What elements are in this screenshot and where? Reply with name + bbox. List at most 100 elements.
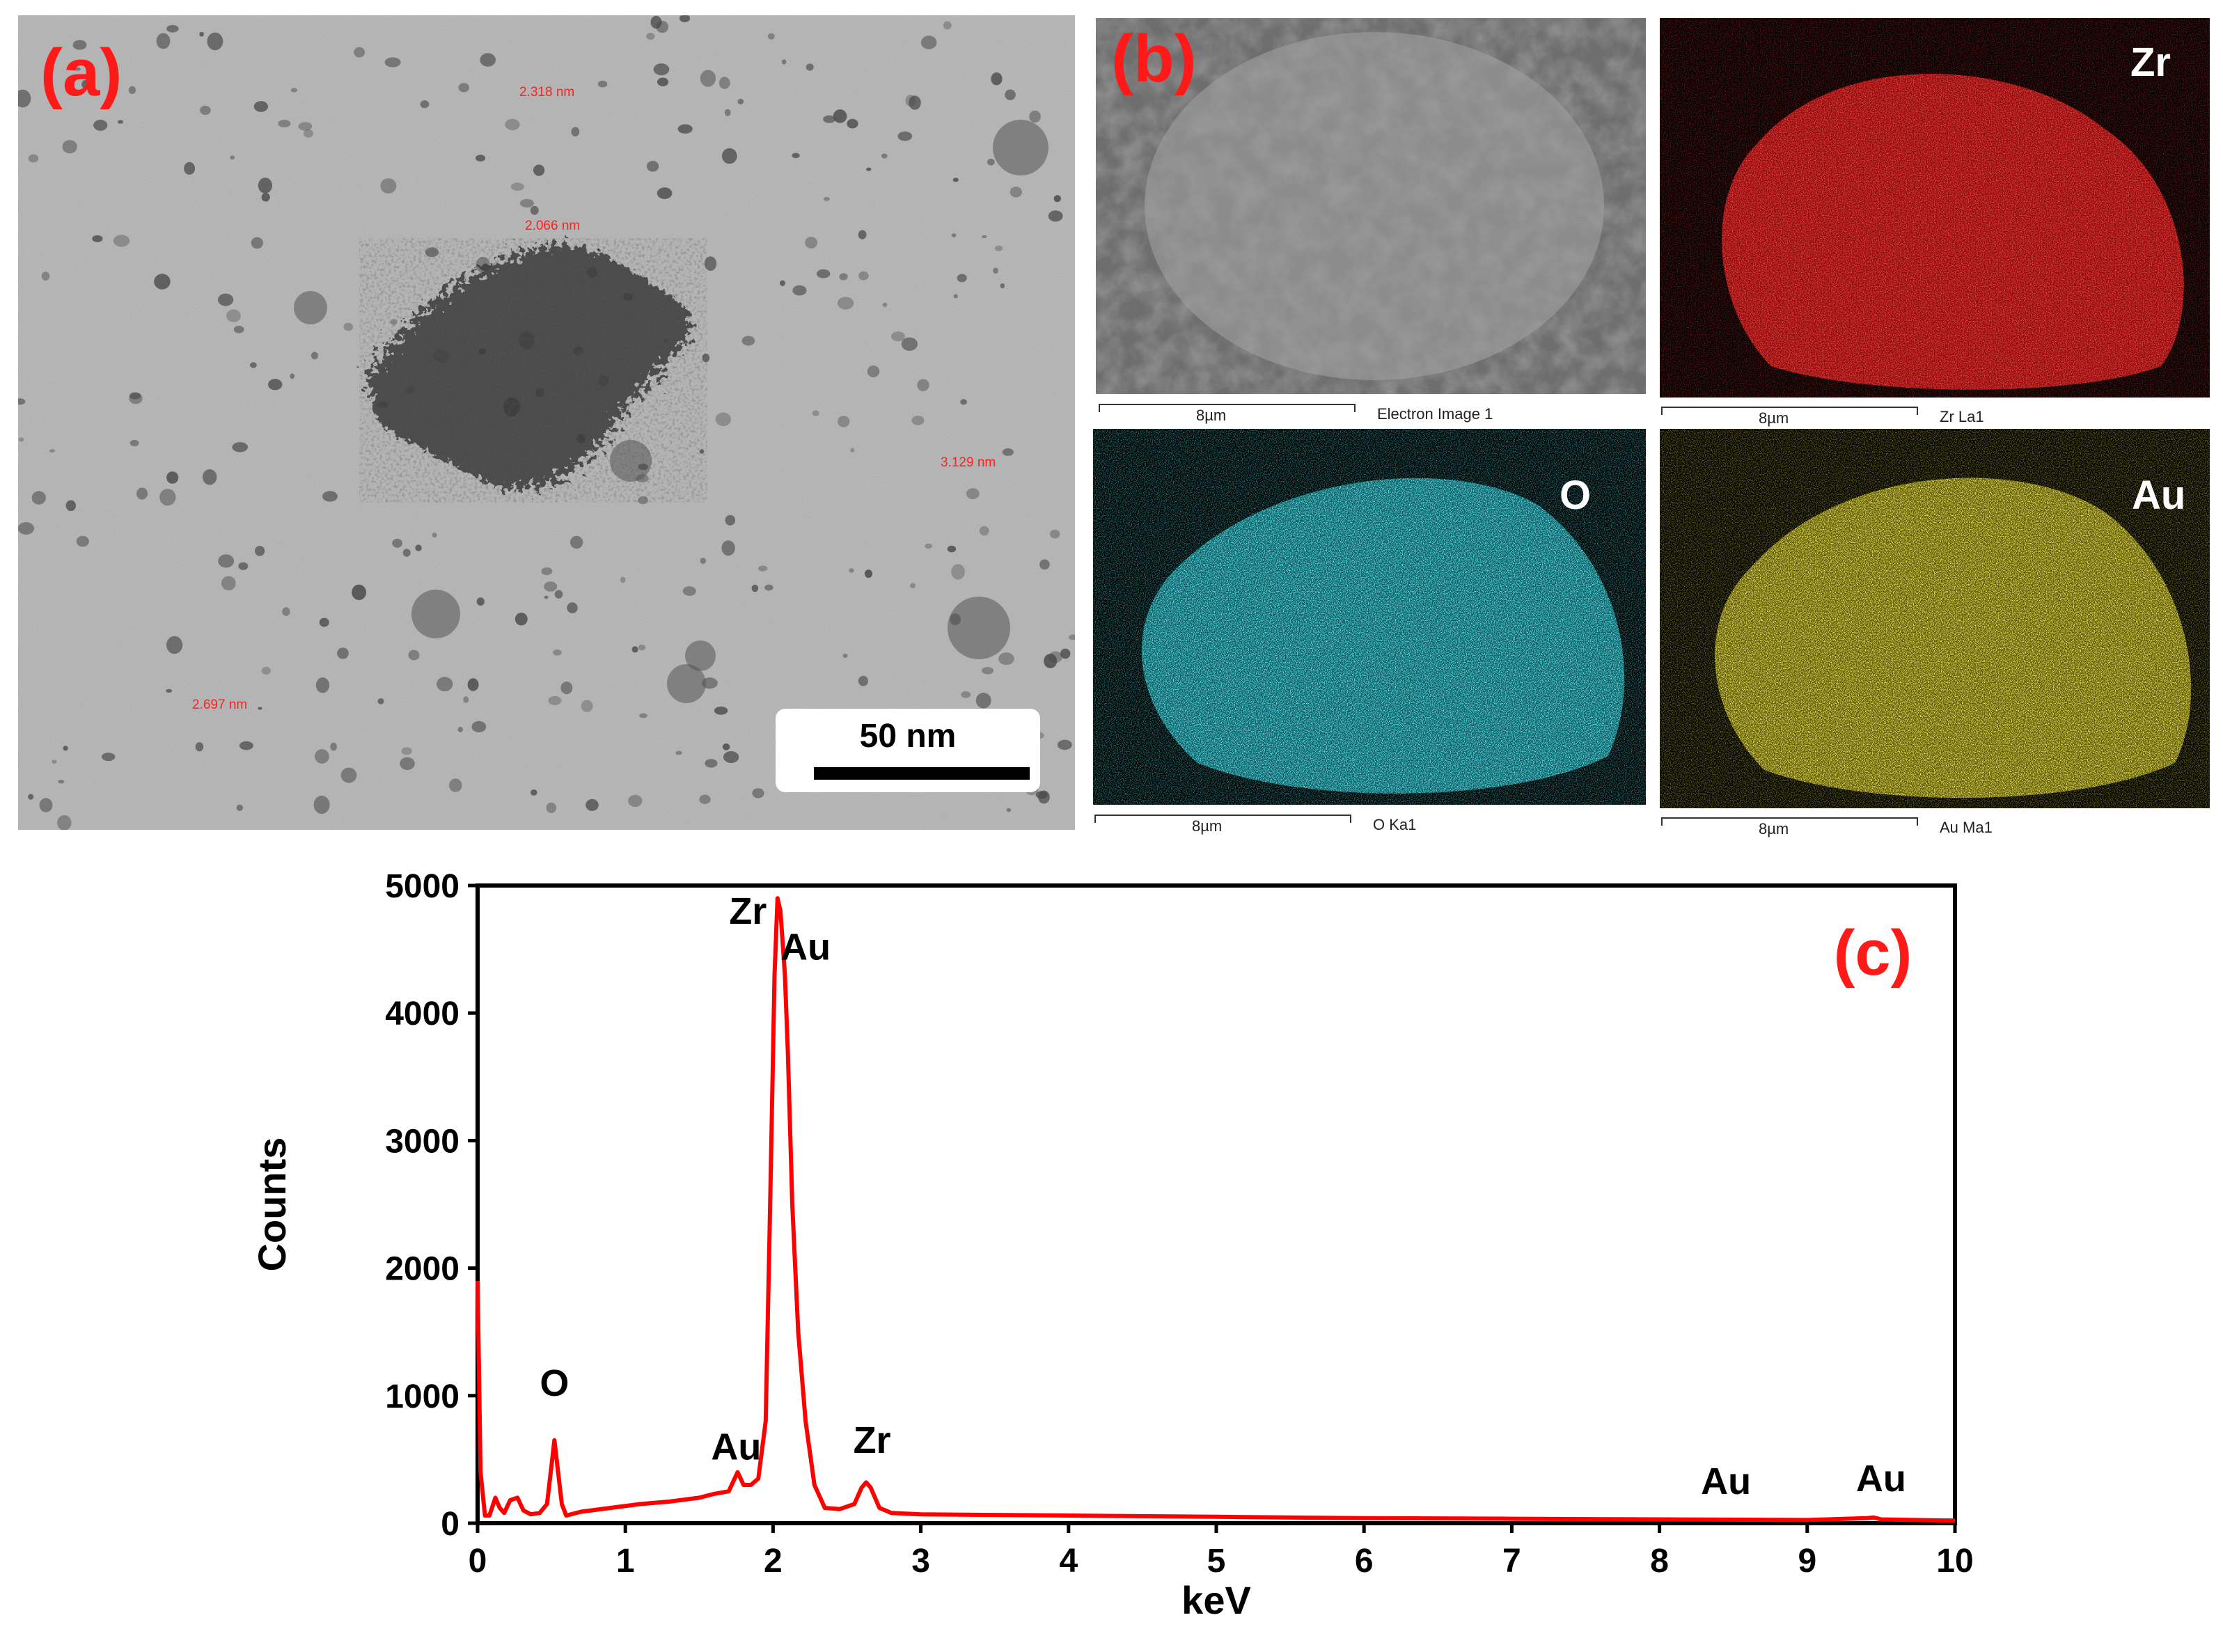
electron-image-tile: (b) [1096, 18, 1646, 394]
nanoparticle [261, 666, 271, 675]
peak-label: Au [711, 1426, 761, 1468]
nanoparticle [250, 362, 257, 368]
nanoparticle [850, 448, 855, 453]
x-tick-label: 3 [911, 1543, 930, 1580]
nanoparticle [882, 302, 888, 307]
x-tick-label: 2 [764, 1543, 783, 1580]
particle-cluster [667, 664, 706, 703]
nanoparticle [57, 815, 72, 830]
nanoparticle [315, 677, 329, 693]
nanoparticle [343, 322, 354, 331]
nanoparticle [998, 652, 1014, 666]
measurement-label: 2.318 nm [519, 85, 575, 100]
nanoparticle [239, 741, 253, 750]
nanoparticle [960, 399, 967, 405]
nanoparticle [1069, 634, 1075, 640]
scale-label: 8µm [1196, 407, 1227, 424]
au-elemental-map [1660, 429, 2210, 808]
nanoparticle [806, 63, 814, 71]
nanoparticle [982, 667, 994, 675]
nanoparticle [377, 698, 384, 705]
nanoparticle [724, 109, 731, 116]
panel-label-c: (c) [1834, 918, 1912, 989]
nanoparticle [544, 595, 549, 599]
nanoparticle [705, 759, 718, 768]
nanoparticle [510, 182, 524, 191]
nanoparticle [49, 449, 56, 453]
nanoparticle [544, 581, 558, 592]
nanoparticle [92, 235, 103, 242]
nanoparticle [858, 230, 867, 239]
nanoparticle [961, 691, 971, 698]
nanoparticle [1010, 187, 1023, 198]
nanoparticle [102, 753, 116, 762]
nanoparticle [337, 647, 349, 659]
tem-image-panel: (a) 2.318 nm 2.066 nm 3.129 nm 2.697 nm … [18, 15, 1075, 830]
nanoparticle [570, 535, 583, 549]
element-label-o: O [1560, 473, 1592, 518]
nanoparticle [631, 646, 638, 653]
nanoparticle [1039, 559, 1050, 570]
nanoparticle [255, 546, 265, 556]
nanoparticle [166, 24, 179, 33]
nanoparticle [268, 379, 283, 391]
nanoparticle [1000, 283, 1005, 289]
nanoparticle [530, 205, 539, 215]
nanoparticle [232, 442, 249, 453]
x-tick-label: 8 [1650, 1543, 1669, 1580]
nanoparticle [261, 193, 270, 202]
nanoparticle [700, 558, 706, 565]
caption-zr-map: 8µm Zr La1 [1661, 400, 2211, 427]
nanoparticle [628, 794, 643, 808]
nanoparticle [1050, 529, 1060, 539]
caption-electron-image: 8µm Electron Image 1 [1099, 397, 1649, 425]
nanoparticle [700, 70, 716, 87]
nanoparticle [909, 95, 921, 110]
nanoparticle [18, 398, 26, 405]
nanoparticle [991, 72, 1003, 86]
nanoparticle [953, 294, 958, 299]
nanoparticle [282, 607, 290, 616]
nanoparticle [380, 178, 397, 194]
nanoparticle [166, 636, 183, 654]
nanoparticle [253, 101, 269, 112]
nanoparticle [238, 562, 249, 570]
nanoparticle [200, 105, 211, 115]
nanoparticle [72, 40, 87, 50]
nanoparticle [18, 89, 31, 108]
y-tick-label: 2000 [385, 1251, 459, 1288]
nanoparticle [838, 416, 850, 427]
nanoparticle [639, 713, 647, 718]
nanoparticle [842, 653, 848, 659]
nanoparticle [236, 804, 243, 811]
scale-bar [1661, 817, 1918, 826]
nanoparticle [352, 584, 366, 600]
nanoparticle [620, 576, 626, 583]
nanoparticle [322, 491, 338, 502]
nanoparticle [207, 32, 223, 51]
element-label-zr: Zr [2130, 40, 2171, 85]
nanoparticle [354, 47, 365, 58]
nanoparticle [920, 36, 937, 49]
nanoparticle [315, 749, 329, 764]
nanoparticle [866, 167, 872, 171]
nanoparticle [384, 57, 401, 68]
nanoparticle [28, 794, 34, 800]
nanoparticle [184, 162, 196, 175]
peak-label: Au [1856, 1458, 1906, 1500]
o-map-tile: O [1093, 429, 1646, 805]
nanoparticle [93, 120, 108, 131]
nanoparticle [943, 21, 952, 30]
nanoparticle [546, 802, 556, 813]
nanoparticle [1002, 448, 1014, 456]
nanoparticle [76, 535, 89, 547]
zr-map-tile: Zr [1660, 18, 2210, 398]
nanoparticle [233, 325, 244, 333]
nanoparticle [839, 273, 848, 281]
nanoparticle [514, 613, 528, 626]
nanoparticle [1057, 739, 1072, 750]
nanoparticle [128, 86, 136, 95]
nanoparticle [195, 742, 204, 752]
particle-cluster [294, 291, 327, 324]
nanoparticle [553, 649, 562, 656]
